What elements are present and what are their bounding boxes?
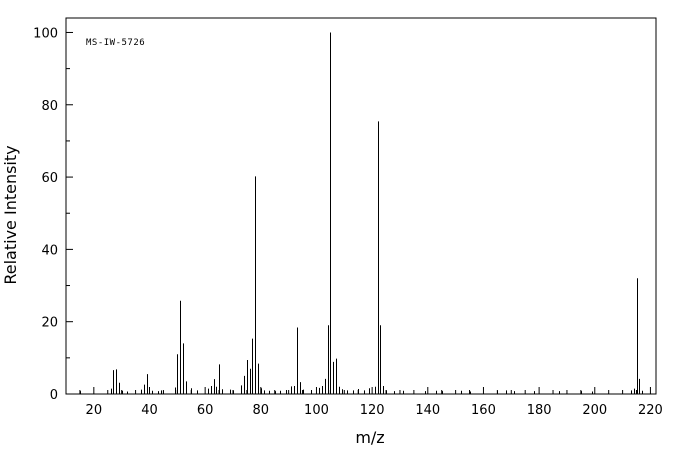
x-tick-label: 220 bbox=[638, 403, 663, 418]
x-tick-label: 100 bbox=[304, 403, 329, 418]
plot-border bbox=[65, 17, 657, 395]
x-axis-title: m/z bbox=[355, 428, 384, 447]
y-tick-label: 80 bbox=[41, 99, 58, 114]
x-tick-label: 200 bbox=[582, 403, 607, 418]
x-tick-label: 160 bbox=[471, 403, 496, 418]
y-tick-label: 100 bbox=[33, 26, 58, 41]
x-tick-label: 20 bbox=[86, 403, 103, 418]
x-tick-label: 80 bbox=[253, 403, 270, 418]
sample-id-annotation: MS-IW-5726 bbox=[86, 38, 145, 48]
peak-series bbox=[80, 32, 643, 394]
y-tick-label: 20 bbox=[41, 316, 58, 331]
x-tick-label: 40 bbox=[141, 403, 158, 418]
y-tick-label: 40 bbox=[41, 243, 58, 258]
x-tick-label: 180 bbox=[527, 403, 552, 418]
y-axis-tick-labels: 0 20 40 60 80 100 bbox=[33, 26, 58, 403]
x-axis-tick-labels: 20 40 60 80 100 120 140 160 180 200 220 bbox=[86, 403, 663, 418]
y-tick-label: 0 bbox=[50, 388, 58, 403]
y-axis-title: Relative Intensity bbox=[1, 145, 20, 284]
x-tick-label: 120 bbox=[360, 403, 385, 418]
x-tick-label: 140 bbox=[415, 403, 440, 418]
y-tick-label: 60 bbox=[41, 171, 58, 186]
plot-frame bbox=[65, 17, 657, 395]
x-tick-label: 60 bbox=[197, 403, 214, 418]
y-axis-ticks bbox=[66, 31, 73, 395]
